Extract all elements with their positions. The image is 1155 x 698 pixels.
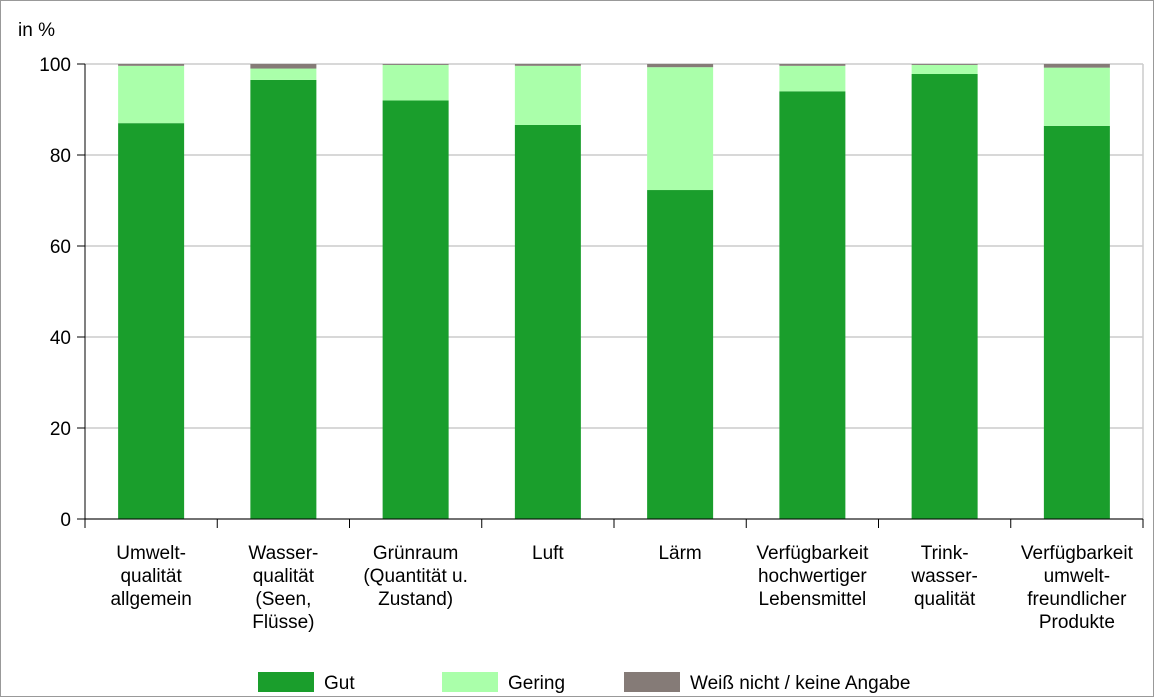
bar-segment bbox=[118, 64, 185, 66]
bar-segment bbox=[1043, 67, 1110, 126]
x-tick-label-line: qualität bbox=[120, 566, 182, 587]
bar-segment bbox=[911, 74, 978, 519]
x-tick-label-line: umwelt- bbox=[1044, 566, 1111, 587]
bar-segment bbox=[250, 68, 317, 80]
x-tick-label-line: Flüsse) bbox=[252, 612, 314, 633]
x-tick-label-line: Verfügbarkeit bbox=[1021, 543, 1134, 564]
legend-swatch bbox=[624, 672, 680, 692]
y-tick-label: 20 bbox=[50, 419, 71, 440]
y-tick-label: 100 bbox=[39, 55, 71, 76]
bar-segment bbox=[779, 64, 846, 66]
x-tick-label: Verfügbarkeit umwelt-freundlicher Produkte bbox=[1021, 543, 1134, 633]
x-tick-label-line: qualität bbox=[914, 589, 976, 610]
bar-segment bbox=[911, 64, 978, 75]
legend-swatch bbox=[258, 672, 314, 692]
bar-segment bbox=[382, 64, 449, 65]
x-tick-label-line: hochwertiger bbox=[758, 566, 867, 587]
bar-segment bbox=[1043, 64, 1110, 68]
x-tick-label-line: Verfügbarkeit bbox=[756, 543, 869, 564]
bar-segment bbox=[118, 123, 185, 520]
legend-swatch bbox=[442, 672, 498, 692]
x-tick-label-line: Lebensmittel bbox=[759, 589, 867, 610]
y-tick-label: 80 bbox=[50, 146, 71, 167]
legend-label: Gut bbox=[324, 673, 355, 694]
bar-segment bbox=[118, 65, 185, 124]
bar-segment bbox=[514, 64, 581, 66]
bar-segment bbox=[250, 79, 317, 520]
x-tick-label-line: freundlicher bbox=[1027, 589, 1127, 610]
legend-label: Gering bbox=[508, 673, 565, 694]
bar-segment bbox=[1043, 125, 1110, 519]
x-tick-label-line: wasser- bbox=[910, 566, 978, 587]
y-tick-label: 40 bbox=[50, 328, 71, 349]
bar-segment bbox=[514, 65, 581, 125]
x-tick-label-line: Zustand) bbox=[378, 589, 453, 610]
x-tick-label-line: Grünraum bbox=[373, 543, 459, 564]
x-tick-label: Verfügbarkeit hochwertiger Lebensmittel bbox=[756, 543, 869, 610]
y-axis-label: in % bbox=[18, 20, 55, 41]
x-tick-label-line: Trink- bbox=[921, 543, 969, 564]
x-tick-label: Grünraum (Quantität u. Zustand) bbox=[363, 543, 468, 610]
bar-segment bbox=[911, 64, 978, 65]
x-tick-label-line: allgemein bbox=[110, 589, 191, 610]
x-tick-label: Lärm bbox=[658, 543, 701, 564]
x-tick-label-line: (Seen, bbox=[255, 589, 311, 610]
x-tick-label-line: qualität bbox=[253, 566, 315, 587]
x-tick-label-line: Luft bbox=[532, 543, 564, 564]
x-tick-label-line: Umwelt- bbox=[116, 543, 186, 564]
bar-segment bbox=[382, 64, 449, 101]
legend-label: Weiß nicht / keine Angabe bbox=[690, 673, 910, 694]
x-tick-label-line: (Quantität u. bbox=[363, 566, 468, 587]
bar-segment bbox=[779, 91, 846, 520]
x-tick-label: Wasser-qualität (Seen, Flüsse) bbox=[248, 543, 318, 633]
x-tick-label: Luft bbox=[532, 543, 564, 564]
bar-segment bbox=[647, 67, 714, 191]
y-tick-label: 0 bbox=[60, 510, 71, 531]
x-tick-label-line: Lärm bbox=[658, 543, 701, 564]
x-tick-label: Umwelt-qualität allgemein bbox=[110, 543, 191, 610]
bar-segment bbox=[647, 64, 714, 68]
x-tick-label-line: Produkte bbox=[1039, 612, 1115, 633]
bar-segment bbox=[250, 64, 317, 69]
bar-segment bbox=[647, 190, 714, 519]
x-tick-label-line: Wasser- bbox=[248, 543, 318, 564]
bar-segment bbox=[514, 124, 581, 519]
y-tick-label: 60 bbox=[50, 237, 71, 258]
bar-segment bbox=[779, 65, 846, 92]
x-tick-label: Trink-wasser-qualität bbox=[910, 543, 978, 610]
bar-segment bbox=[382, 100, 449, 520]
